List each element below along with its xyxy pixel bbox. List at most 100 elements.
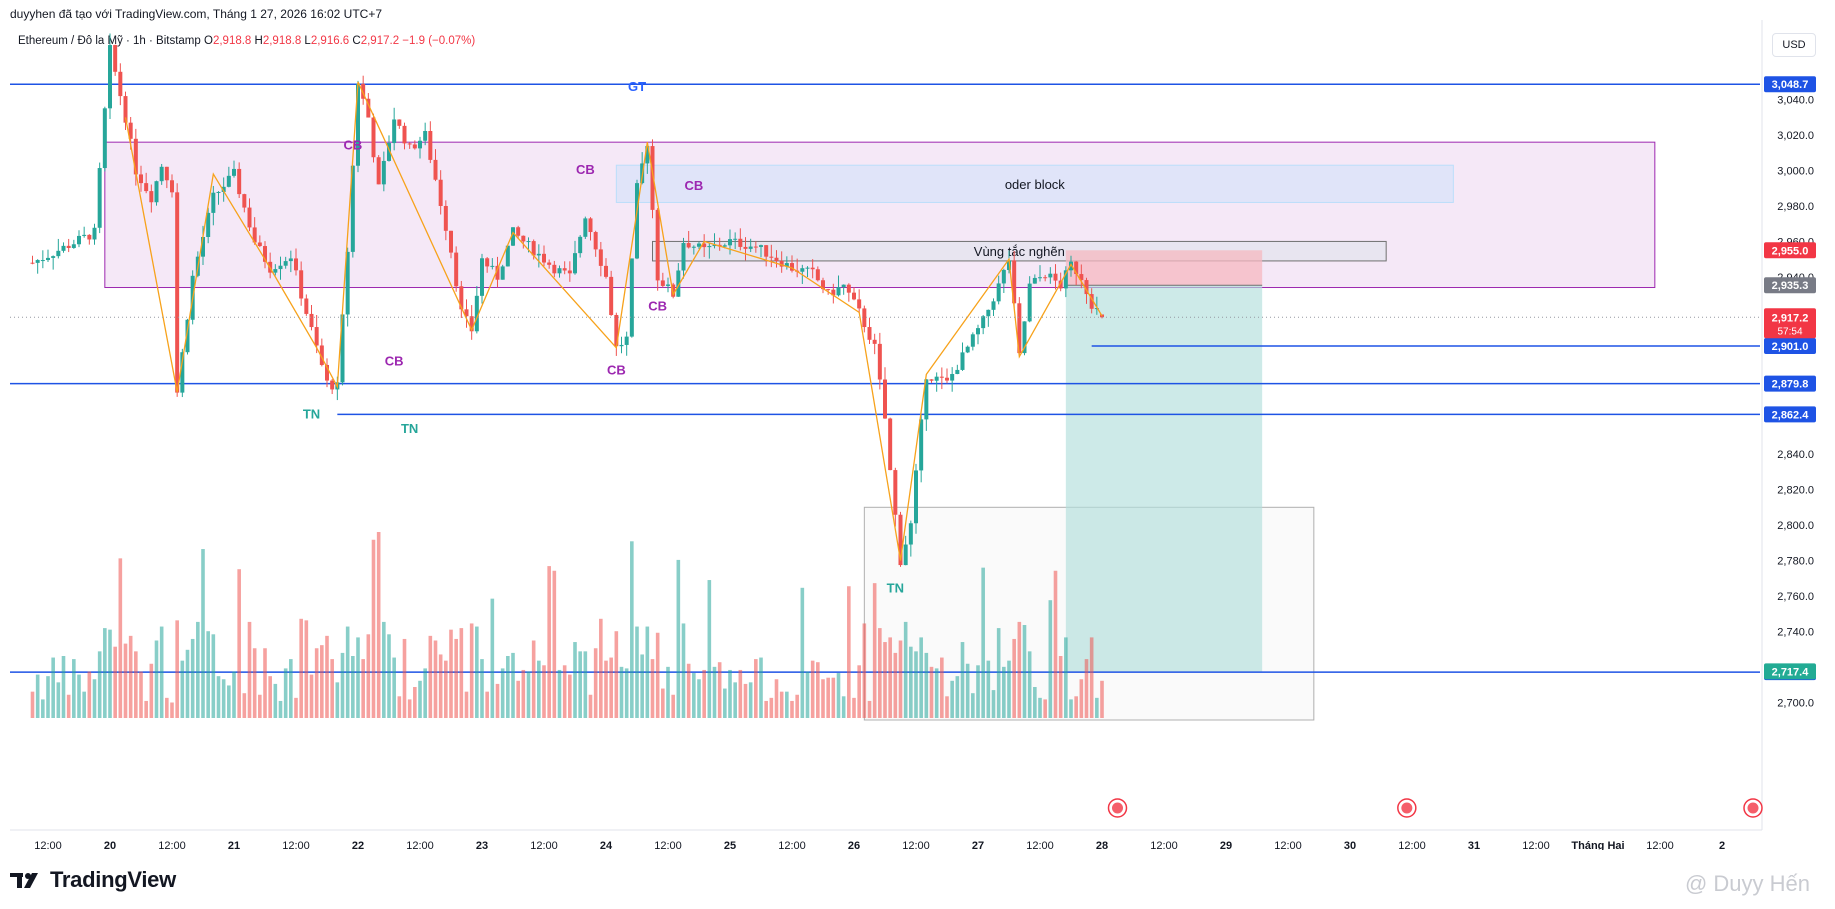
candle-body[interactable] [92,227,97,240]
candle-body[interactable] [970,334,975,347]
candle-body[interactable] [578,236,583,254]
candle-body[interactable] [836,287,841,296]
candle-body[interactable] [71,244,76,248]
candle-body[interactable] [738,238,743,247]
candle-body[interactable] [542,253,546,263]
candle-body[interactable] [697,243,701,247]
candle-body[interactable] [645,146,650,164]
candle-body[interactable] [743,246,748,249]
candle-body[interactable] [872,339,877,344]
candle-body[interactable] [552,264,557,274]
candle-body[interactable] [867,327,872,340]
candle-body[interactable] [650,146,655,210]
candle-body[interactable] [397,119,402,126]
candle-body[interactable] [841,284,846,288]
candle-body[interactable] [805,267,810,269]
candle-body[interactable] [609,276,614,315]
candle-body[interactable] [733,238,738,240]
candle-body[interactable] [903,544,908,566]
candle-body[interactable] [459,286,464,310]
candle-body[interactable] [686,243,691,248]
candle-body[interactable] [128,122,133,139]
candle-body[interactable] [133,138,138,175]
candle-body[interactable] [340,314,345,383]
candle-body[interactable] [521,235,526,242]
candle-body[interactable] [888,418,893,471]
candle-body[interactable] [97,168,102,228]
candle-body[interactable] [1027,283,1032,322]
candle-body[interactable] [490,265,495,267]
candle-body[interactable] [769,256,774,258]
candle-body[interactable] [180,352,185,393]
candle-body[interactable] [412,144,417,149]
candle-body[interactable] [722,245,727,247]
position-profit-zone[interactable] [1065,285,1263,672]
candle-body[interactable] [764,245,769,257]
candle-body[interactable] [371,117,376,158]
candle-body[interactable] [753,246,758,248]
candle-body[interactable] [469,316,474,332]
candle-body[interactable] [919,419,924,471]
candle-body[interactable] [598,249,603,266]
candle-body[interactable] [934,376,939,381]
candle-body[interactable] [226,175,231,187]
candle-body[interactable] [981,316,986,329]
candle-body[interactable] [862,308,867,328]
candle-body[interactable] [986,309,991,317]
candle-body[interactable] [294,258,298,271]
candle-body[interactable] [438,179,443,206]
candle-body[interactable] [257,242,262,247]
candle-body[interactable] [1058,280,1063,289]
candle-body[interactable] [526,241,531,243]
candle-body[interactable] [361,83,366,99]
candle-body[interactable] [201,236,205,257]
price-chart[interactable]: oder block Vùng tắc nghẽn GT CB CB CB CB CB CB TN… [0,20,1835,850]
candle-body[interactable] [955,369,960,375]
candle-body[interactable] [976,328,980,335]
candle-body[interactable] [433,159,438,180]
candle-body[interactable] [402,125,407,144]
candle-body[interactable] [319,345,324,365]
candle-body[interactable] [557,268,562,274]
candle-body[interactable] [531,241,536,256]
candle-body[interactable] [965,346,970,353]
candle-body[interactable] [139,174,143,184]
candle-body[interactable] [314,327,319,346]
candle-body[interactable] [748,246,753,249]
candle-body[interactable] [624,336,629,345]
candle-body[interactable] [1017,303,1022,354]
candle-body[interactable] [263,246,267,262]
candle-body[interactable] [846,284,851,293]
candle-body[interactable] [821,280,825,290]
candle-body[interactable] [154,181,159,203]
zone-oder-block[interactable] [615,164,1454,203]
candle-body[interactable] [655,209,660,281]
candle-body[interactable] [252,227,257,243]
candle-body[interactable] [547,262,552,265]
candle-body[interactable] [164,166,169,181]
candle-body[interactable] [449,230,453,253]
candle-body[interactable] [102,108,107,169]
candle-body[interactable] [728,239,732,246]
candle-body[interactable] [573,253,577,274]
candle-body[interactable] [330,380,335,390]
candle-body[interactable] [485,258,490,267]
candle-body[interactable] [304,298,309,314]
candle-body[interactable] [1048,273,1053,278]
candle-body[interactable] [366,98,371,118]
candle-body[interactable] [211,192,216,213]
candle-body[interactable] [826,289,831,291]
candle-body[interactable] [815,269,820,281]
candle-body[interactable] [1089,294,1094,309]
candle-body[interactable] [810,267,815,270]
candle-body[interactable] [407,143,412,145]
candle-body[interactable] [562,268,567,271]
candle-body[interactable] [309,313,314,328]
candle-body[interactable] [1022,321,1027,354]
candle-body[interactable] [707,246,712,248]
tradingview-logo[interactable]: TradingView [10,866,176,894]
candle-body[interactable] [480,258,484,296]
candle-body[interactable] [1043,277,1048,279]
candle-body[interactable] [242,194,247,208]
candle-body[interactable] [759,245,763,247]
